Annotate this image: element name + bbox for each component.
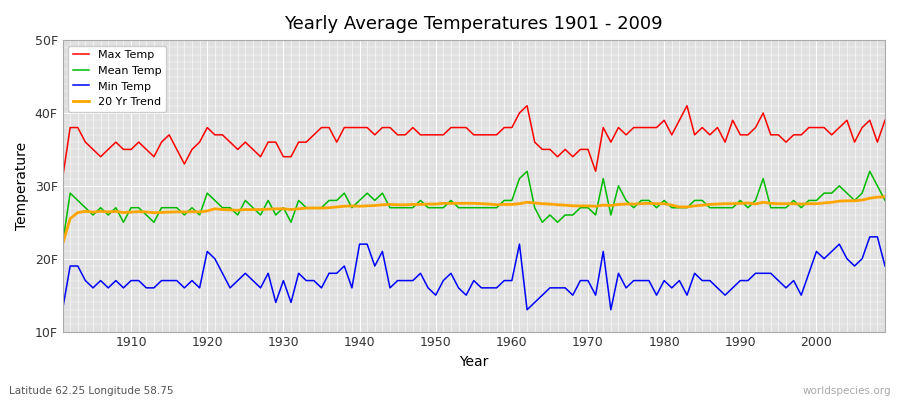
Max Temp [606,140,616,144]
Max Temp [118,147,129,152]
Text: worldspecies.org: worldspecies.org [803,386,891,396]
Min Temp [285,300,296,305]
Max Temp [285,154,296,159]
Min Temp [57,307,68,312]
Mean Temp [507,198,517,203]
Max Temp [499,125,509,130]
Text: Latitude 62.25 Longitude 58.75: Latitude 62.25 Longitude 58.75 [9,386,174,396]
Max Temp [522,103,533,108]
20 Yr Trend [499,202,509,207]
Min Temp [499,278,509,283]
Y-axis label: Temperature: Temperature [15,142,29,230]
Mean Temp [522,169,533,174]
Max Temp [57,176,68,181]
Line: Max Temp: Max Temp [62,106,885,178]
Line: Min Temp: Min Temp [62,237,885,310]
Line: Mean Temp: Mean Temp [62,171,885,244]
Min Temp [879,264,890,268]
Mean Temp [606,212,616,217]
20 Yr Trend [57,242,68,246]
20 Yr Trend [598,203,608,208]
20 Yr Trend [285,207,296,212]
20 Yr Trend [331,204,342,209]
Mean Temp [57,242,68,246]
Line: 20 Yr Trend: 20 Yr Trend [62,197,885,244]
Mean Temp [499,198,509,203]
Min Temp [331,271,342,276]
Max Temp [507,125,517,130]
Min Temp [864,234,875,239]
20 Yr Trend [118,210,129,215]
Legend: Max Temp, Mean Temp, Min Temp, 20 Yr Trend: Max Temp, Mean Temp, Min Temp, 20 Yr Tre… [68,46,166,112]
20 Yr Trend [507,202,517,207]
Mean Temp [879,198,890,203]
Max Temp [331,140,342,144]
Min Temp [598,249,608,254]
Min Temp [118,286,129,290]
20 Yr Trend [879,194,890,199]
Title: Yearly Average Temperatures 1901 - 2009: Yearly Average Temperatures 1901 - 2009 [284,15,663,33]
Mean Temp [285,220,296,225]
Min Temp [507,278,517,283]
Mean Temp [331,198,342,203]
Max Temp [879,118,890,123]
Mean Temp [118,220,129,225]
X-axis label: Year: Year [459,355,489,369]
